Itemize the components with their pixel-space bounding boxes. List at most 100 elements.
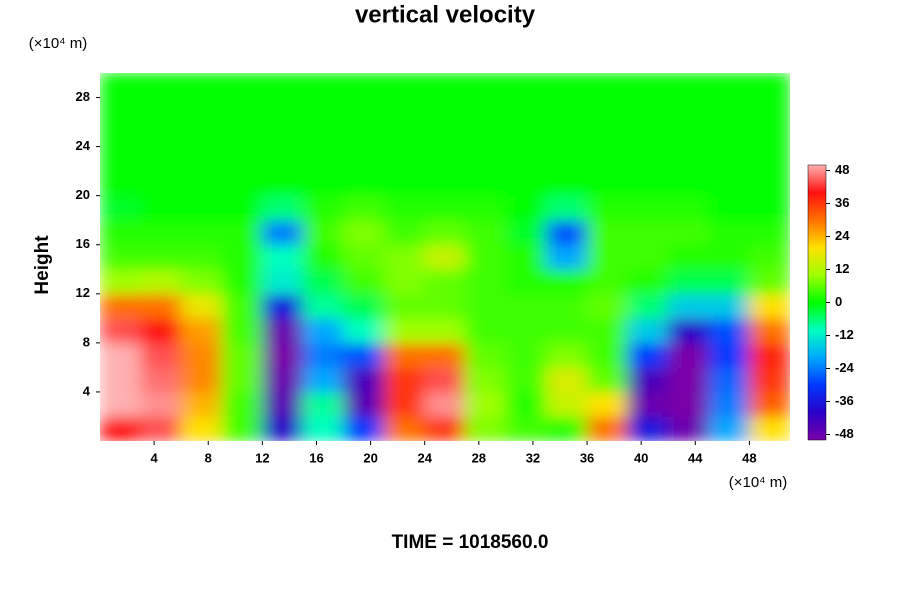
- cell: [383, 391, 426, 417]
- cell: [180, 268, 223, 295]
- cell: [100, 317, 142, 344]
- cell: [261, 293, 304, 319]
- y-tick-label: 4: [83, 383, 91, 398]
- cell: [343, 97, 385, 123]
- cell: [545, 146, 588, 172]
- cell: [302, 342, 345, 368]
- cell: [748, 170, 790, 197]
- cell: [505, 415, 547, 441]
- cell: [343, 268, 385, 295]
- cell: [100, 195, 142, 221]
- cell: [424, 342, 466, 368]
- cell: [100, 268, 142, 295]
- cell: [627, 73, 669, 99]
- cell: [383, 342, 426, 368]
- cell: [708, 244, 750, 270]
- cell: [464, 391, 507, 417]
- cell: [100, 97, 142, 123]
- y-tick-label: 8: [83, 334, 90, 349]
- cell: [545, 317, 588, 344]
- cell: [180, 73, 223, 99]
- cell: [424, 391, 466, 417]
- cell: [545, 121, 588, 148]
- cell: [100, 391, 142, 417]
- cell: [424, 97, 466, 123]
- cell: [180, 170, 223, 197]
- cell: [464, 366, 507, 393]
- cell: [140, 146, 182, 172]
- cell: [100, 366, 142, 393]
- cell: [424, 366, 466, 393]
- cell: [383, 268, 426, 295]
- cell: [140, 415, 182, 441]
- cell: [383, 146, 426, 172]
- cell: [627, 244, 669, 270]
- cell: [505, 366, 547, 393]
- cell: [667, 121, 710, 148]
- cell: [302, 146, 345, 172]
- cell: [464, 97, 507, 123]
- cell: [383, 317, 426, 344]
- x-tick-label: 32: [526, 450, 540, 465]
- cell: [140, 73, 182, 99]
- cell: [748, 366, 790, 393]
- cell: [748, 391, 790, 417]
- cell: [221, 146, 263, 172]
- colorbar-tick-label: 48: [835, 162, 849, 177]
- cell: [667, 293, 710, 319]
- cell: [667, 195, 710, 221]
- cell: [100, 146, 142, 172]
- cell: [261, 121, 304, 148]
- cell: [180, 391, 223, 417]
- cell: [424, 146, 466, 172]
- cell: [708, 366, 750, 393]
- cell: [302, 366, 345, 393]
- cell: [748, 73, 790, 99]
- cell: [383, 219, 426, 246]
- cell: [261, 73, 304, 99]
- cell: [302, 317, 345, 344]
- cell: [545, 415, 588, 441]
- cell: [221, 195, 263, 221]
- cell: [708, 293, 750, 319]
- cell: [586, 146, 629, 172]
- cell: [221, 97, 263, 123]
- cell: [708, 391, 750, 417]
- cell: [545, 391, 588, 417]
- cell: [343, 219, 385, 246]
- cell: [343, 121, 385, 148]
- cell: [505, 97, 547, 123]
- y-tick-label: 12: [76, 285, 90, 300]
- cell: [100, 244, 142, 270]
- cell: [180, 342, 223, 368]
- cell: [140, 121, 182, 148]
- cell: [100, 73, 142, 99]
- cell: [424, 73, 466, 99]
- cell: [343, 342, 385, 368]
- cell: [667, 391, 710, 417]
- cell: [505, 342, 547, 368]
- cell: [464, 415, 507, 441]
- cell: [302, 97, 345, 123]
- cell: [221, 219, 263, 246]
- cell: [343, 244, 385, 270]
- cell: [627, 121, 669, 148]
- cell: [505, 195, 547, 221]
- cell: [221, 366, 263, 393]
- cell: [586, 121, 629, 148]
- cell: [221, 391, 263, 417]
- cell: [748, 219, 790, 246]
- cell: [343, 415, 385, 441]
- cell: [261, 146, 304, 172]
- cell: [545, 293, 588, 319]
- cell: [180, 317, 223, 344]
- cell: [464, 219, 507, 246]
- cell: [261, 366, 304, 393]
- cell: [667, 73, 710, 99]
- cell: [545, 97, 588, 123]
- cell: [383, 293, 426, 319]
- cell: [180, 146, 223, 172]
- cell: [343, 170, 385, 197]
- cell: [667, 342, 710, 368]
